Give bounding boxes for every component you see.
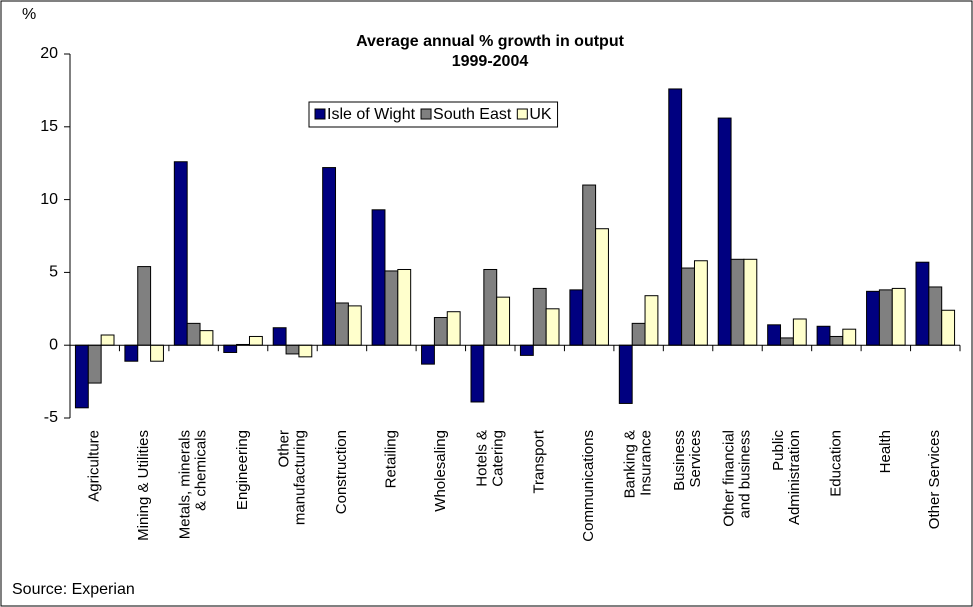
bar [767,324,782,346]
x-tick-label: Retailing [382,430,399,488]
bar [470,344,485,403]
legend-box [308,101,559,128]
y-axis-label: % [22,6,36,23]
bar [87,344,102,384]
bar [483,268,498,346]
bar [285,344,300,355]
bar [347,305,362,346]
y-tick-label: 10 [40,191,58,208]
bar [582,184,597,346]
bar [519,344,534,356]
bar [668,88,683,346]
bar [272,327,287,346]
bar [878,289,893,346]
y-tick-label: 20 [40,45,58,62]
x-tick-label: Other financialand business [720,430,753,527]
x-tick-label: Mining & Utilities [135,430,152,541]
bar [717,117,732,346]
bar [842,328,857,346]
x-tick-label: Agriculture [86,430,103,502]
bar [569,289,584,346]
x-tick-label: Health [877,430,894,473]
bar [928,286,943,346]
y-tick-label: 0 [49,336,58,353]
bar [829,335,844,346]
x-tick-label: Metals, minerals& chemicals [177,430,210,539]
bar [780,337,794,346]
legend-swatch [420,108,432,120]
y-tick-label: 15 [40,118,58,135]
chart-title: Average annual % growth in output 1999-20… [356,33,625,70]
legend-swatch [314,108,326,120]
bar [631,322,646,346]
legend-label: South East [433,106,512,123]
bar [74,344,89,409]
bar [335,302,349,346]
legend-label: Isle of Wight [327,106,416,123]
legend-swatch [516,108,528,120]
x-tick-label: Banking &Insurance [622,430,655,498]
bar [693,260,708,346]
bar [100,334,115,346]
bar [496,296,511,346]
bar [446,311,461,346]
bar [150,344,164,362]
x-tick-label: Wholesaling [432,430,449,512]
x-tick-label: BusinessServices [671,430,704,491]
bar [941,309,956,346]
x-tick-label: Othermanufacturing [275,430,308,525]
bar [618,344,633,404]
x-tick-label: Communications [580,430,597,542]
x-tick-label: Other Services [926,430,943,529]
bar [298,344,313,358]
bar [681,267,695,346]
x-tick-label: Transport [531,429,548,493]
bar [384,270,399,346]
bar [371,209,386,346]
x-tick-label: Engineering [234,430,251,510]
bar [124,344,139,362]
bar [891,287,906,346]
bar [866,290,880,346]
bar [743,258,758,346]
bar [137,266,152,346]
bar [595,228,609,346]
y-tick-label: -5 [44,409,58,426]
y-tick-label: 5 [49,264,58,281]
bar [421,344,435,365]
bar [199,330,214,346]
x-tick-label: Construction [333,430,350,514]
bar [322,167,337,346]
bar [248,335,263,346]
bar [532,287,547,346]
x-tick-label: PublicAdministration [770,430,803,526]
bar [545,308,560,346]
bar [730,258,745,346]
bar [915,261,930,346]
legend-label: UK [529,106,552,123]
bar [173,161,188,346]
x-tick-label: Hotels &Catering [473,430,506,487]
bar [644,295,659,346]
bar [397,268,412,346]
bar [792,318,807,346]
bar [186,322,201,346]
source: Source: Experian [12,581,135,598]
bar [223,344,238,353]
bar [433,317,448,346]
x-tick-label: Education [827,430,844,497]
bar [816,325,831,346]
